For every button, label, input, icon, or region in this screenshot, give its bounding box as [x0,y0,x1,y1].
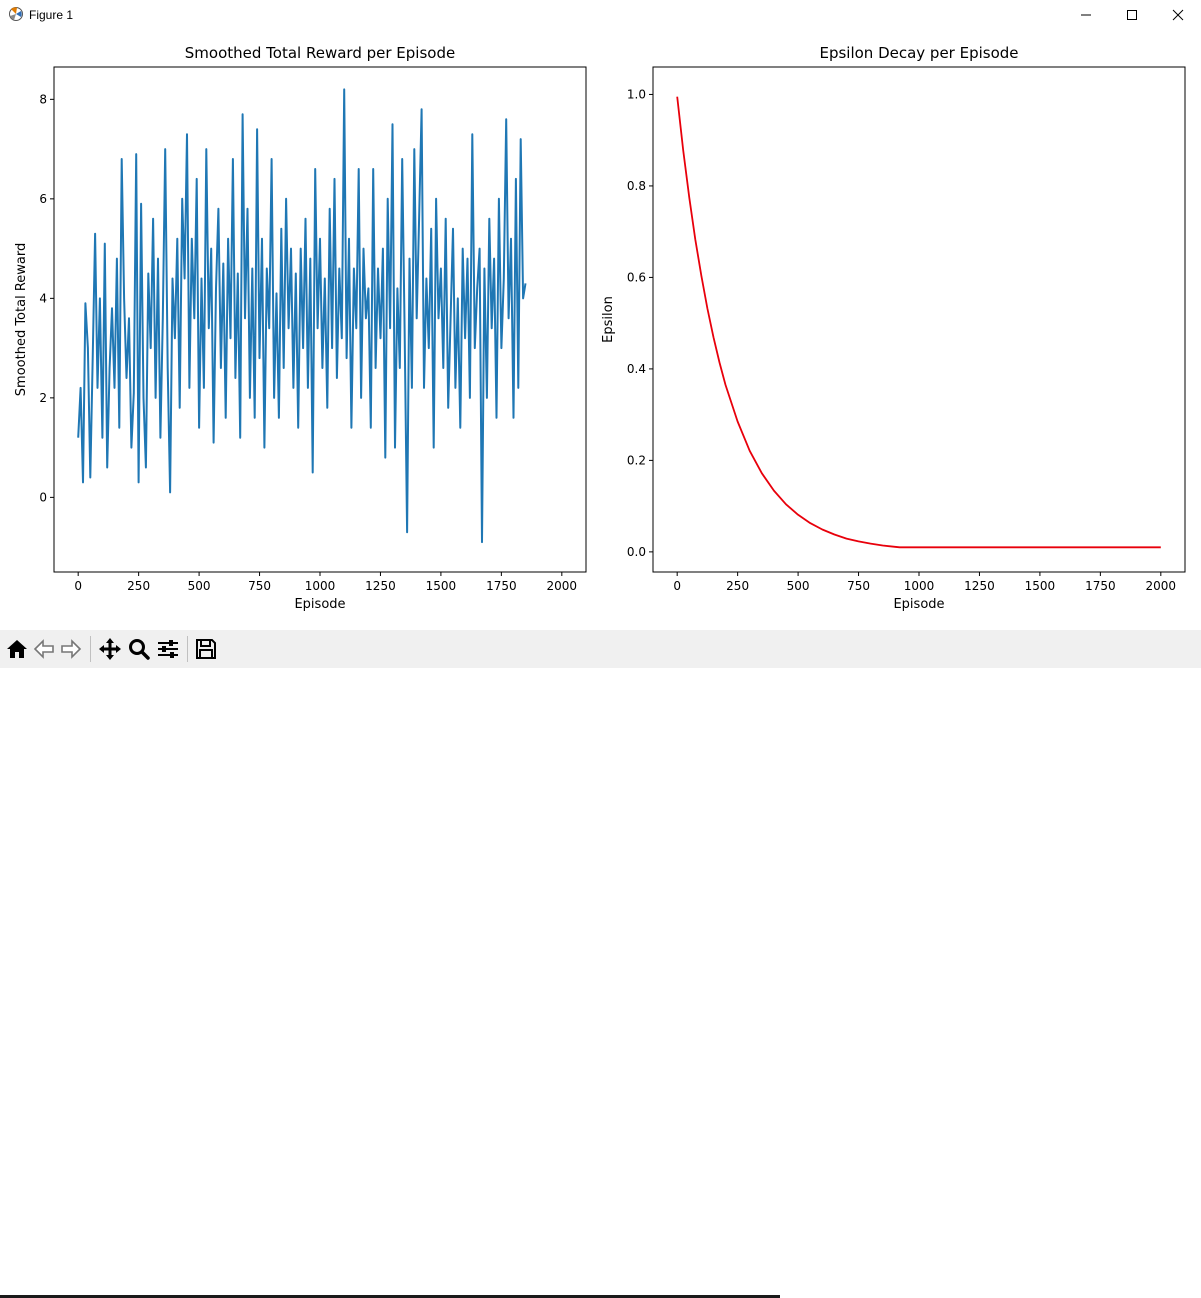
configure-subplots-icon [158,640,178,658]
y-tick-label: 1.0 [627,87,646,101]
y-tick-label: 8 [39,92,47,106]
x-tick-label: 1250 [964,579,995,593]
x-tick-label: 1750 [486,579,517,593]
forward-icon [61,639,82,659]
chart-title: Smoothed Total Reward per Episode [185,44,455,62]
back-icon [33,639,54,659]
zoom-icon [129,639,150,660]
save-icon [196,639,216,659]
home-button[interactable] [2,634,32,664]
pan-button[interactable] [95,634,125,664]
x-tick-label: 500 [188,579,211,593]
close-icon [1172,9,1184,21]
x-tick-label: 0 [74,579,82,593]
x-tick-label: 1500 [426,579,457,593]
x-tick-label: 1750 [1085,579,1116,593]
configure-subplots-button[interactable] [153,634,183,664]
x-tick-label: 0 [673,579,681,593]
matplotlib-app-icon [9,7,23,21]
y-tick-label: 0.0 [627,545,646,559]
maximize-button[interactable] [1109,0,1155,30]
x-tick-label: 1000 [904,579,935,593]
forward-button[interactable] [56,634,86,664]
back-button[interactable] [29,634,59,664]
zoom-button[interactable] [124,634,154,664]
y-tick-label: 6 [39,192,47,206]
chart-title: Epsilon Decay per Episode [819,44,1018,62]
minimize-icon [1081,14,1091,16]
x-tick-label: 2000 [1146,579,1177,593]
toolbar-separator [187,636,188,662]
close-button[interactable] [1155,0,1201,30]
minimize-button[interactable] [1063,0,1109,30]
y-tick-label: 0.4 [627,362,646,376]
y-axis-label: Epsilon [601,296,616,343]
x-tick-label: 2000 [547,579,578,593]
y-tick-label: 0.8 [627,179,646,193]
x-axis-label: Episode [294,597,345,612]
y-tick-label: 4 [39,291,47,305]
figure-canvas[interactable]: 0 250 500 750 1000 1250 1500 1750 2000 0 2 4 6 8 Smoot… [0,30,1201,630]
save-button[interactable] [191,634,221,664]
series-line [77,88,527,544]
y-tick-label: 0.2 [627,453,646,467]
x-tick-label: 750 [248,579,271,593]
pan-icon [99,638,121,660]
y-tick-label: 0 [39,490,47,504]
x-tick-label: 500 [787,579,810,593]
maximize-icon [1127,10,1137,20]
x-tick-label: 1000 [305,579,336,593]
window-title: Figure 1 [29,8,74,22]
window-titlebar: Figure 1 [0,0,1201,30]
y-tick-label: 0.6 [627,270,646,284]
x-axis-label: Episode [893,597,944,612]
y-axis-label: Smoothed Total Reward [14,243,29,396]
toolbar-separator [90,636,91,662]
figure-svg: 0 250 500 750 1000 1250 1500 1750 2000 0 2 4 6 8 Smoot… [14,44,1186,612]
axes-frame [652,66,1186,573]
x-tick-label: 750 [847,579,870,593]
x-tick-label: 250 [726,579,749,593]
home-icon [7,640,27,658]
x-tick-label: 1250 [365,579,396,593]
navigation-toolbar [0,630,1201,1298]
series-line [676,96,1161,549]
x-tick-label: 250 [127,579,150,593]
y-tick-label: 2 [39,391,47,405]
x-tick-label: 1500 [1025,579,1056,593]
